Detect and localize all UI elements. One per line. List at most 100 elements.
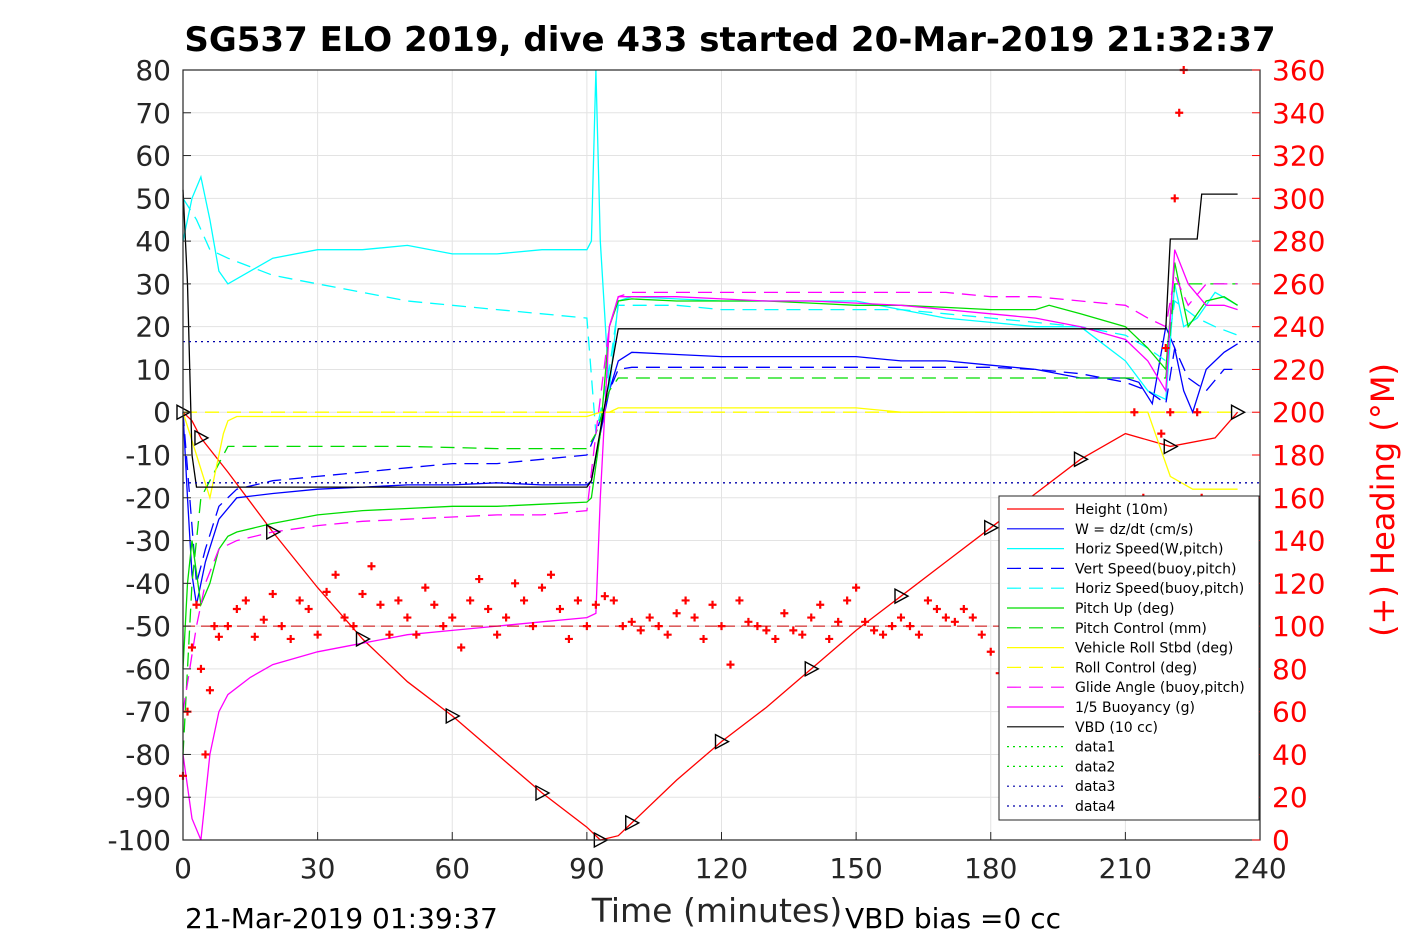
footer-vbd-bias: VBD bias =0 cc [845, 902, 1061, 935]
y-right-tick-label: 140 [1272, 525, 1325, 558]
series-line-glide-angle-buoy-pitch [182, 273, 1238, 712]
heading-point [645, 613, 654, 622]
x-tick-label: 150 [829, 852, 882, 885]
y-tick-label: -100 [107, 824, 171, 857]
y-tick-label: -90 [125, 781, 171, 814]
heading-point [484, 605, 493, 613]
x-tick-label: 240 [1233, 852, 1286, 885]
depth-marker [266, 523, 282, 541]
heading-point [1193, 408, 1202, 417]
heading-point [376, 600, 385, 609]
heading-point [717, 622, 726, 631]
heading-point [573, 596, 582, 605]
depth-marker [714, 733, 730, 750]
heading-point [618, 622, 627, 631]
heading-point [201, 750, 210, 759]
heading-point [1130, 408, 1139, 417]
heading-point [210, 622, 219, 631]
heading-point [1175, 108, 1184, 117]
heading-point [403, 613, 412, 622]
legend-label: data4 [1075, 799, 1116, 815]
legend-label: 1/5 Buoyancy (g) [1075, 700, 1195, 716]
heading-point [340, 613, 349, 622]
heading-point [322, 587, 331, 596]
heading-point [475, 575, 484, 584]
heading-point [250, 632, 259, 641]
heading-point [977, 630, 986, 639]
x-tick-label: 90 [569, 852, 605, 885]
depth-marker [894, 587, 910, 605]
legend-label: Horiz Speed(W,pitch) [1075, 542, 1223, 558]
x-tick-label: 180 [964, 852, 1017, 885]
heading-point [538, 583, 546, 592]
legend-label: Roll Control (deg) [1075, 660, 1197, 676]
y-right-tick-label: 120 [1272, 567, 1325, 600]
heading-point [968, 613, 977, 622]
heading-point [609, 596, 618, 605]
depth-marker [1230, 404, 1247, 421]
y-right-tick-label: 60 [1272, 696, 1308, 729]
legend-label: W = dz/dt (cm/s) [1075, 522, 1194, 538]
depth-markers [176, 404, 1247, 849]
depth-marker [194, 429, 210, 447]
heading-point [735, 596, 744, 605]
heading-point [232, 605, 241, 613]
heading-point [834, 617, 843, 626]
heading-point [358, 590, 367, 599]
heading-point [394, 596, 403, 605]
heading-point [780, 609, 789, 618]
heading-point [349, 622, 358, 631]
depth-marker [355, 630, 371, 648]
x-axis: 0 30 60 90 120 150 180 210 240 [174, 832, 1287, 885]
depth-marker [984, 519, 1000, 536]
y-tick-label: 20 [135, 311, 171, 344]
series-line-vert-speed-buoy-pitch [182, 345, 1238, 584]
y-right-tick-label: 160 [1272, 482, 1325, 515]
depth-marker [1163, 438, 1179, 455]
heading-point [367, 562, 376, 571]
heading-point [941, 613, 950, 622]
y-tick-label: -30 [125, 525, 171, 558]
legend-label: Pitch Up (deg) [1075, 601, 1174, 617]
y-tick-label: -80 [125, 738, 171, 771]
heading-point [493, 630, 502, 639]
heading-point [448, 613, 457, 622]
y-tick-label: -60 [125, 653, 171, 686]
heading-point [582, 622, 591, 631]
heading-point [313, 630, 322, 639]
y-tick-label: 40 [135, 225, 171, 258]
heading-point [627, 617, 636, 626]
y-right-tick-label: 100 [1272, 610, 1325, 643]
series-line-pitch-up-deg [182, 262, 1238, 669]
series-line-horiz-speed-buoy-pitch [182, 197, 1238, 434]
legend-label: Pitch Control (mm) [1075, 621, 1207, 637]
heading-point [699, 634, 708, 643]
heading-point [385, 630, 394, 639]
heading-point [905, 622, 914, 631]
heading-point [762, 626, 771, 635]
y-right-tick-label: 200 [1272, 396, 1325, 429]
heading-point [914, 630, 923, 639]
heading-point [241, 596, 250, 605]
y-tick-label: 10 [135, 353, 171, 386]
heading-point [196, 664, 205, 673]
legend-label: Vehicle Roll Stbd (deg) [1075, 641, 1233, 657]
depth-marker [1073, 451, 1089, 468]
heading-point [825, 634, 834, 643]
y-right-tick-label: 80 [1272, 653, 1308, 686]
heading-point [1157, 429, 1166, 438]
depth-marker [445, 707, 461, 725]
heading-point [214, 632, 223, 641]
heading-point [421, 583, 430, 592]
heading-point [663, 630, 672, 639]
legend-label: data3 [1075, 779, 1115, 795]
heading-point [789, 626, 798, 635]
heading-point [932, 605, 941, 613]
heading-point [600, 592, 609, 601]
heading-point [636, 626, 645, 635]
y-right-tick-label: 300 [1272, 182, 1325, 215]
heading-point [744, 617, 753, 626]
y-right-tick-label: 220 [1272, 353, 1325, 386]
legend-label: Height (10m) [1075, 502, 1168, 518]
